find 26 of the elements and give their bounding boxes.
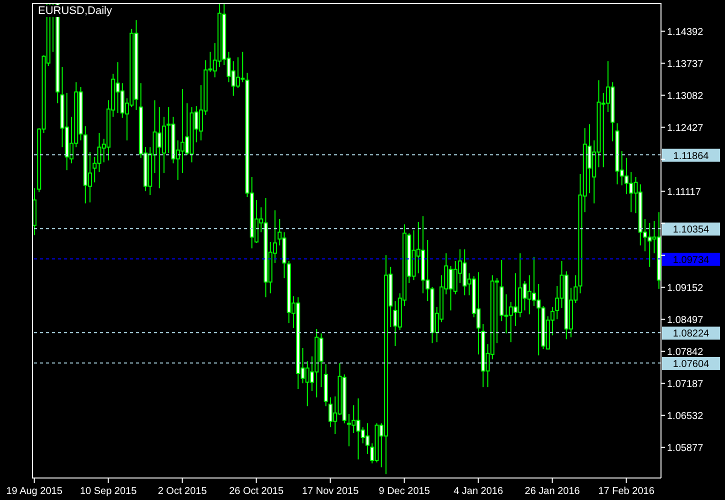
y-tick-label: 1.08497 (667, 314, 704, 326)
y-tick-label: 1.07842 (667, 346, 704, 358)
y-tick-label: 1.14392 (667, 26, 704, 38)
x-tick-label: 17 Nov 2015 (302, 486, 360, 497)
y-tick-label: 1.09152 (667, 282, 704, 294)
ref-line-label: 1.09734 (672, 254, 710, 266)
ref-line-label: 1.10354 (672, 224, 710, 236)
ref-line-label: 1.08224 (672, 328, 710, 340)
x-tick-label: 26 Jan 2016 (524, 486, 580, 497)
ref-line-label: 1.11864 (673, 150, 710, 162)
x-tick-label: 2 Oct 2015 (158, 486, 208, 497)
y-tick-label: 1.11117 (667, 186, 702, 198)
x-tick-label: 4 Jan 2016 (454, 486, 504, 497)
y-tick-label: 1.05877 (667, 442, 704, 454)
ref-line-label: 1.07604 (672, 358, 710, 370)
x-tick-label: 9 Dec 2015 (378, 486, 430, 497)
x-tick-label: 10 Sep 2015 (80, 486, 138, 497)
y-tick-label: 1.12427 (667, 122, 704, 134)
x-tick-label: 17 Feb 2016 (598, 486, 655, 497)
y-tick-label: 1.13737 (667, 58, 704, 70)
x-tick-label: 26 Oct 2015 (229, 486, 284, 497)
y-tick-label: 1.13082 (667, 90, 704, 102)
chart-title: EURUSD,Daily (36, 5, 114, 17)
x-tick-label: 19 Aug 2015 (6, 486, 63, 497)
y-tick-label: 1.07187 (667, 378, 704, 390)
y-tick-label: 1.06532 (667, 410, 704, 422)
